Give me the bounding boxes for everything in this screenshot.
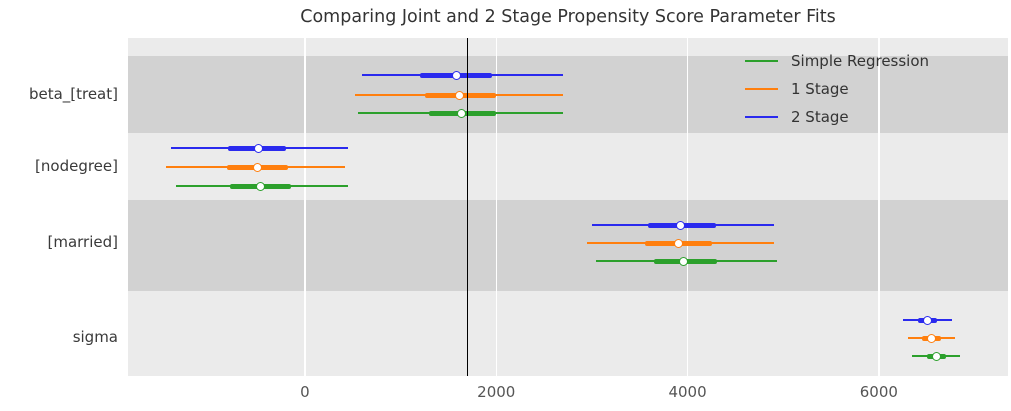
x-tick-label: 2000 (477, 383, 516, 401)
chart-title: Comparing Joint and 2 Stage Propensity S… (300, 7, 836, 27)
x-tick-label: 0 (300, 383, 310, 401)
mean-marker (926, 333, 936, 343)
mean-marker (253, 143, 263, 153)
legend-label: Simple Regression (791, 52, 930, 70)
plot-band (128, 200, 1008, 291)
mean-marker (674, 238, 684, 248)
mean-marker (676, 220, 686, 230)
x-tick-label: 6000 (859, 383, 898, 401)
legend-entry-2-stage: 2 Stage (745, 106, 929, 128)
mean-marker (923, 315, 933, 325)
legend-entry-1-stage: 1 Stage (745, 78, 929, 100)
y-tick-label: [nodegree] (35, 157, 118, 175)
y-tick-label: beta_[treat] (28, 85, 118, 103)
gridline (495, 38, 497, 376)
plot-band (128, 291, 1008, 376)
reference-line (466, 38, 469, 376)
mean-marker (679, 256, 689, 266)
plot-band (128, 38, 1008, 56)
legend-label: 1 Stage (791, 80, 849, 98)
gridline (878, 38, 880, 376)
legend-label: 2 Stage (791, 108, 849, 126)
y-tick-label: sigma (72, 328, 118, 346)
legend-line-swatch (745, 87, 778, 91)
legend-line-swatch (745, 59, 778, 63)
legend-entry-simple-regression: Simple Regression (745, 50, 929, 72)
mean-marker (455, 90, 465, 100)
gridline (304, 38, 306, 376)
legend-line-swatch (745, 115, 778, 119)
legend: Simple Regression 1 Stage 2 Stage (745, 50, 929, 128)
mean-marker (451, 70, 461, 80)
mean-marker (255, 181, 265, 191)
y-tick-label: [married] (47, 233, 119, 251)
plot-band (128, 56, 1008, 133)
mean-marker (252, 162, 262, 172)
mean-marker (931, 351, 941, 361)
mean-marker (457, 108, 467, 118)
x-tick-label: 4000 (668, 383, 707, 401)
gridline (686, 38, 689, 376)
